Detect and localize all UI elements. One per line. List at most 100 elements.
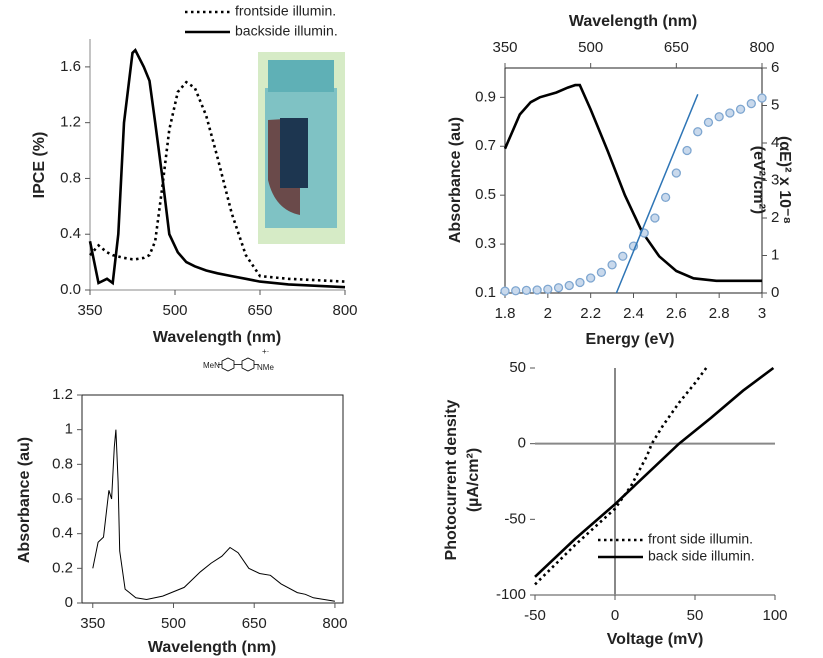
data-point — [553, 283, 564, 293]
data-point — [650, 213, 660, 223]
x-label: Energy (eV) — [586, 331, 675, 348]
molecule — [218, 357, 258, 372]
x-tick-label: 1.8 — [495, 305, 516, 322]
y-tick-label: 0.4 — [52, 525, 73, 542]
y2-tick-label: 0 — [771, 284, 779, 301]
data-point — [671, 168, 681, 178]
data-point — [703, 117, 714, 128]
y2-tick-label: 3 — [771, 171, 779, 188]
data-point — [543, 284, 553, 294]
molecule-label: MeN — [203, 361, 220, 370]
x-tick-label: 650 — [242, 615, 267, 632]
series-line — [534, 367, 708, 586]
photo-top — [268, 60, 334, 92]
photo-dark — [280, 118, 308, 188]
y-tick-label: 0.6 — [52, 490, 73, 507]
data-point — [564, 280, 574, 291]
x2-label: Wavelength (nm) — [569, 13, 697, 30]
data-point — [725, 108, 735, 118]
data-point — [693, 127, 703, 137]
x-tick-label: 350 — [80, 615, 105, 632]
y2-label: (αE)² x 10⁻⁸ — [776, 136, 793, 224]
y-tick-label: 0.8 — [52, 455, 73, 472]
y2-tick-label: 6 — [771, 59, 779, 76]
y-label: IPCE (%) — [31, 132, 48, 199]
y-tick-label: 0.9 — [475, 88, 496, 105]
x-tick-label: 500 — [161, 615, 186, 632]
y-tick-label: 0 — [518, 435, 526, 452]
x-tick-label: 50 — [687, 607, 704, 624]
x-tick-label: 100 — [762, 607, 787, 624]
data-point — [746, 98, 756, 109]
x-tick-label: 800 — [332, 302, 357, 319]
y-label: Absorbance (au) — [447, 117, 464, 243]
x-tick-label: 2 — [544, 305, 552, 322]
y-tick-label: 0.2 — [52, 559, 73, 576]
y-tick-label: 1.2 — [52, 386, 73, 403]
data-point — [575, 277, 585, 288]
x-tick-label: -50 — [524, 607, 546, 624]
legend-label: front side illumin. — [648, 531, 753, 547]
x2-tick-label: 650 — [664, 39, 689, 56]
y-tick-label: 0.5 — [475, 186, 496, 203]
y2-tick-label: 2 — [771, 209, 779, 226]
x-tick-label: 2.4 — [623, 305, 644, 322]
y-tick-label: 0.0 — [60, 281, 81, 298]
y-tick-label: 0.4 — [60, 225, 81, 242]
x-tick-label: 500 — [162, 302, 187, 319]
x-label: Wavelength (nm) — [148, 639, 276, 656]
data-point — [532, 285, 542, 295]
x-tick-label: 2.2 — [580, 305, 601, 322]
x-tick-label: 650 — [247, 302, 272, 319]
series-line — [503, 83, 762, 283]
y-tick-label: -50 — [504, 510, 526, 527]
x-label: Wavelength (nm) — [153, 329, 281, 346]
data-point — [500, 286, 510, 296]
data-point — [521, 285, 532, 296]
x-tick-label: 800 — [322, 615, 347, 632]
x-label: Voltage (mV) — [607, 631, 704, 648]
y-tick-label: 0.7 — [475, 137, 496, 154]
molecule-label: NMe — [257, 363, 274, 372]
x-tick-label: 350 — [77, 302, 102, 319]
data-point — [511, 286, 521, 296]
data-point — [682, 145, 692, 156]
x-tick-label: 3 — [758, 305, 766, 322]
series-line — [615, 94, 699, 294]
y-label: Photocurrent density — [443, 399, 460, 560]
y-tick-label: 50 — [509, 359, 526, 376]
series-line — [92, 429, 335, 602]
x-tick-label: 2.8 — [709, 305, 730, 322]
y-label: Absorbance (au) — [16, 437, 33, 563]
sample-photo — [258, 52, 345, 244]
y-tick-label: 0.8 — [60, 169, 81, 186]
y-tick-label: 0.3 — [475, 235, 496, 252]
data-point — [586, 273, 596, 283]
y-tick-label: -100 — [496, 586, 526, 603]
x2-tick-label: 500 — [578, 39, 603, 56]
y-tick-label: 0.1 — [475, 284, 496, 301]
legend-label: frontside illumin. — [235, 3, 336, 19]
data-point — [618, 251, 628, 261]
molecule-label: +· — [262, 347, 269, 356]
data-point — [660, 192, 671, 203]
data-point — [714, 112, 724, 122]
y-label: (µA/cm²) — [465, 448, 482, 512]
series-line — [534, 366, 775, 578]
data-point — [735, 104, 746, 114]
series-line — [88, 48, 346, 289]
y2-tick-label: 1 — [771, 246, 779, 263]
plot-frame — [504, 67, 763, 294]
x-tick-label: 2.6 — [666, 305, 687, 322]
y2-tick-label: 5 — [771, 96, 779, 113]
y-tick-label: 1 — [65, 421, 73, 438]
data-point — [607, 260, 617, 270]
y-tick-label: 1.2 — [60, 114, 81, 131]
x-tick-label: 0 — [611, 607, 619, 624]
legend-label: back side illumin. — [648, 548, 755, 564]
y-tick-label: 1.6 — [60, 58, 81, 75]
x2-tick-label: 350 — [492, 39, 517, 56]
plot-frame — [81, 394, 344, 604]
x2-tick-label: 800 — [749, 39, 774, 56]
